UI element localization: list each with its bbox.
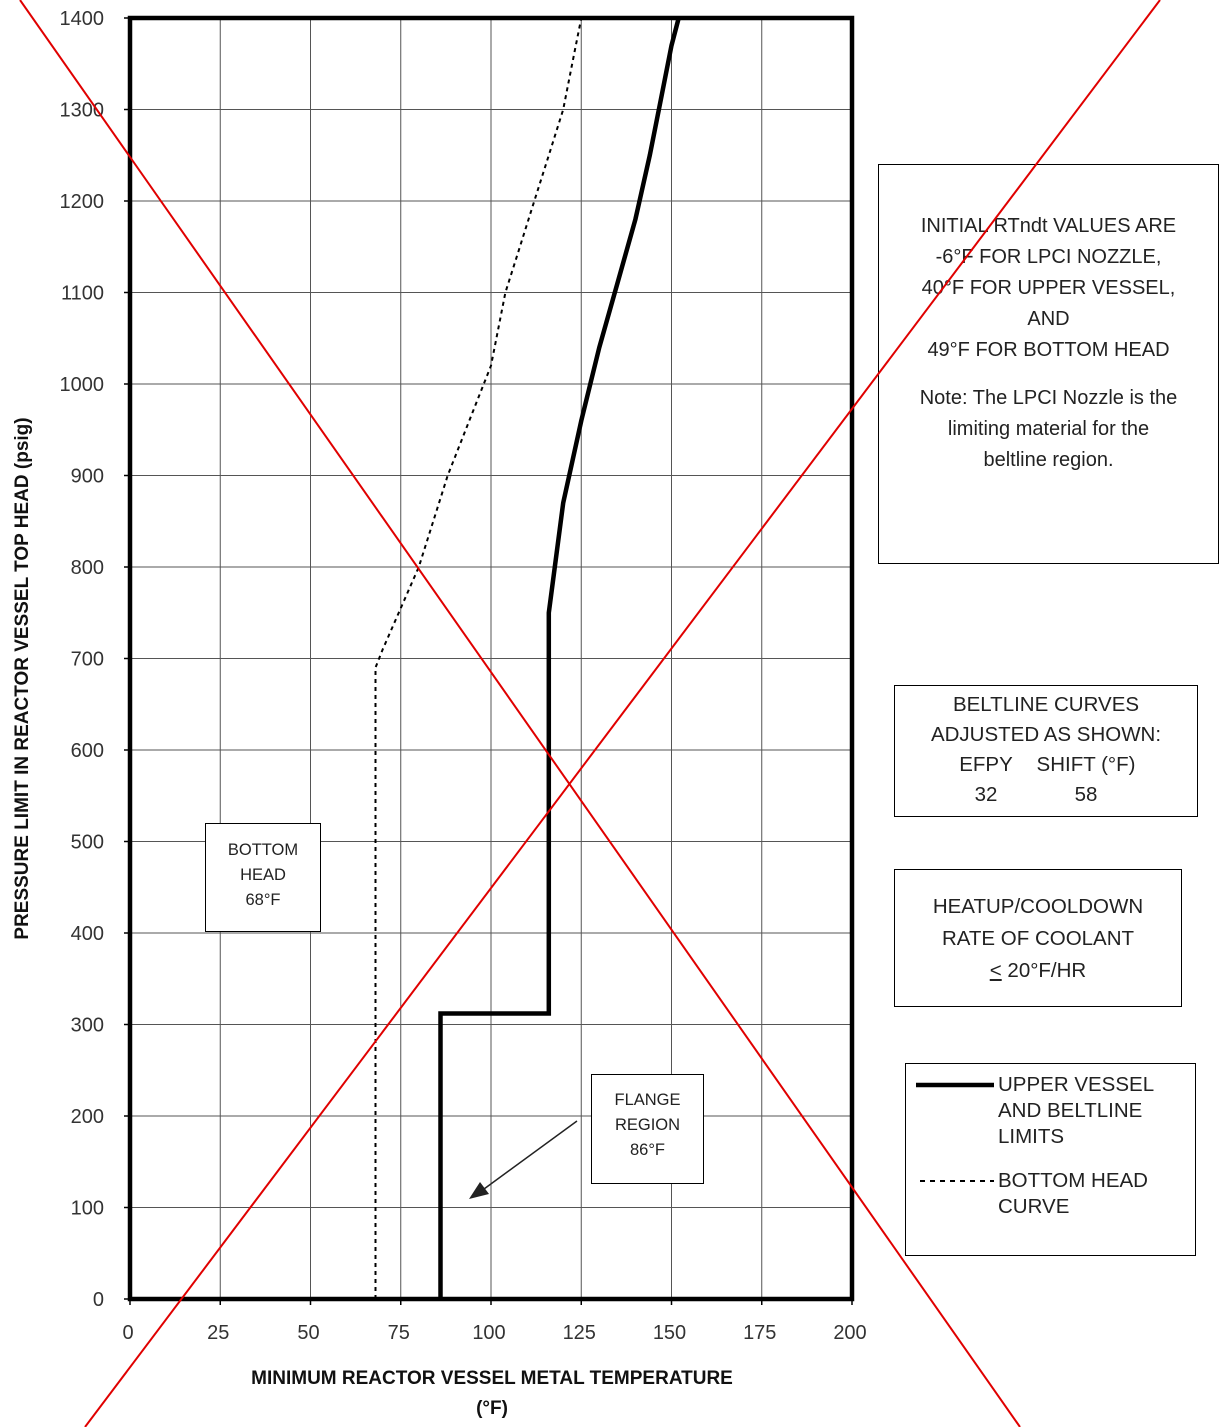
flange-line: FLANGE xyxy=(614,1091,681,1109)
legend-upper-line: LIMITS xyxy=(998,1125,1065,1148)
legend-bottom-line: CURVE xyxy=(998,1195,1070,1218)
efpy-value: 32 xyxy=(974,783,998,806)
x-tick-label: 25 xyxy=(207,1322,229,1344)
y-tick-label: 700 xyxy=(71,649,104,671)
y-tick-label: 400 xyxy=(71,923,104,945)
y-tick-label: 1300 xyxy=(60,100,105,122)
bottom-head-line: HEAD xyxy=(240,866,286,884)
beltline-line: ADJUSTED AS SHOWN: xyxy=(930,723,1162,746)
rate-line: HEATUP/COOLDOWN xyxy=(932,895,1144,918)
x-axis-unit: (°F) xyxy=(476,1398,508,1419)
legend-bottom-line: BOTTOM HEAD xyxy=(998,1169,1148,1192)
x-axis-label: MINIMUM REACTOR VESSEL METAL TEMPERATURE xyxy=(251,1368,733,1389)
rate-line: RATE OF COOLANT xyxy=(941,927,1135,950)
shift-header: SHIFT (°F) xyxy=(1036,753,1136,776)
y-tick-label: 900 xyxy=(71,466,104,488)
y-tick-label: 1100 xyxy=(61,283,104,305)
x-tick-label: 200 xyxy=(833,1322,866,1344)
y-tick-label: 100 xyxy=(71,1198,104,1220)
note-line: limiting material for the xyxy=(947,418,1150,440)
legend-upper-line: UPPER VESSEL xyxy=(998,1073,1155,1096)
flange-line: 86°F xyxy=(629,1141,666,1159)
y-tick-label: 1400 xyxy=(60,8,105,30)
bottom-head-line: BOTTOM xyxy=(227,841,299,859)
y-axis-label: PRESSURE LIMIT IN REACTOR VESSEL TOP HEA… xyxy=(12,417,33,939)
y-tick-label: 0 xyxy=(93,1289,104,1311)
less-equal-symbol: < xyxy=(989,959,1002,982)
note-line: Note: The LPCI Nozzle is the xyxy=(919,387,1178,409)
grid-lines xyxy=(130,18,852,1299)
legend: UPPER VESSEL AND BELTLINE LIMITS BOTTOM … xyxy=(905,1063,1196,1256)
flange-region-label-box: FLANGE REGION 86°F xyxy=(591,1074,704,1184)
rate-box: HEATUP/COOLDOWN RATE OF COOLANT < 20°F/H… xyxy=(894,869,1182,1007)
x-tick-label: 150 xyxy=(653,1322,686,1344)
beltline-line: BELTLINE CURVES xyxy=(952,693,1140,716)
arrow-shaft xyxy=(483,1120,578,1190)
x-tick-label: 125 xyxy=(563,1322,596,1344)
y-tick-label: 1200 xyxy=(60,191,105,213)
arrow-head xyxy=(469,1182,489,1199)
rtndt-note-box: INITIAL RTndt VALUES ARE -6°F FOR LPCI N… xyxy=(878,164,1219,564)
y-tick-label: 1000 xyxy=(60,374,105,396)
rtndt-line: AND xyxy=(1027,308,1070,330)
axis-ticks: 0 25 50 75 100 125 150 175 200 0 100 200 300 400 500 60… xyxy=(60,8,867,1344)
rtndt-line: 40°F FOR UPPER VESSEL, xyxy=(921,277,1176,299)
x-tick-label: 100 xyxy=(472,1322,505,1344)
y-tick-label: 600 xyxy=(71,740,104,762)
bottom-head-label-box: BOTTOM HEAD 68°F xyxy=(205,823,321,932)
efpy-header: EFPY xyxy=(959,753,1013,776)
x-tick-label: 0 xyxy=(122,1322,133,1344)
legend-upper-line: AND BELTLINE xyxy=(998,1099,1143,1122)
flange-line: REGION xyxy=(614,1116,681,1134)
rtndt-line: -6°F FOR LPCI NOZZLE, xyxy=(935,246,1162,268)
beltline-box: BELTLINE CURVES ADJUSTED AS SHOWN: EFPY … xyxy=(894,685,1198,817)
rate-value: 20°F/HR xyxy=(1001,959,1087,982)
flange-arrow xyxy=(469,1120,578,1199)
y-tick-label: 800 xyxy=(71,557,104,579)
note-line: beltline region. xyxy=(983,449,1114,471)
bottom-head-line: 68°F xyxy=(245,891,281,909)
rtndt-line: INITIAL RTndt VALUES ARE xyxy=(920,215,1177,237)
rtndt-line: 49°F FOR BOTTOM HEAD xyxy=(927,339,1170,361)
y-tick-label: 300 xyxy=(71,1015,104,1037)
x-tick-label: 50 xyxy=(297,1322,319,1344)
shift-value: 58 xyxy=(1074,783,1098,806)
y-tick-label: 200 xyxy=(71,1106,104,1128)
x-tick-label: 75 xyxy=(388,1322,410,1344)
rate-limit: < 20°F/HR xyxy=(895,955,1181,987)
x-tick-label: 175 xyxy=(743,1322,776,1344)
y-tick-label: 500 xyxy=(71,832,104,854)
